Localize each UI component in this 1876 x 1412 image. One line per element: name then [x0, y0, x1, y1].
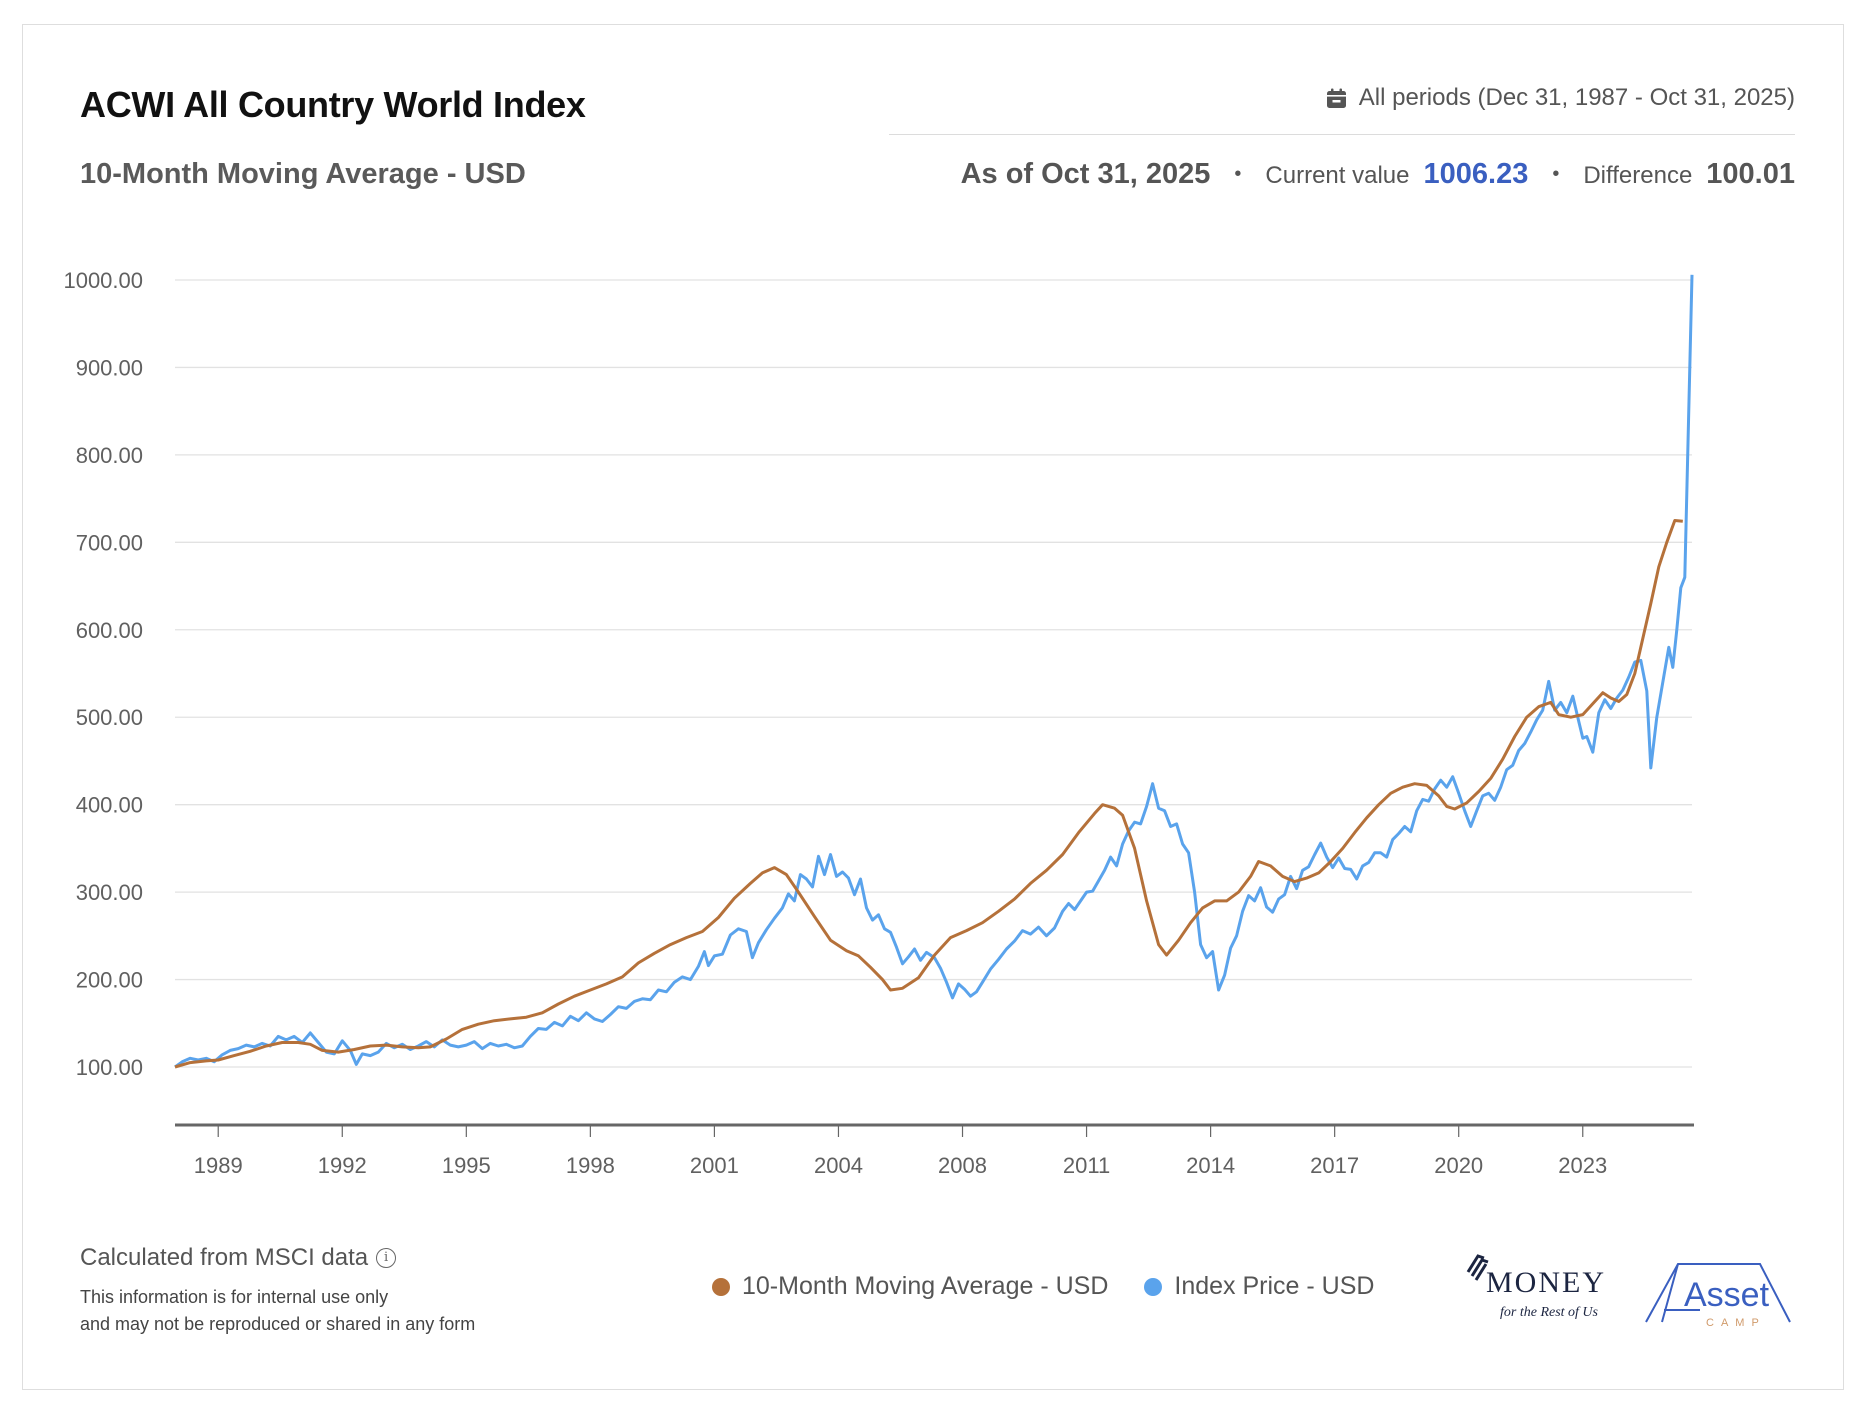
current-value-label: Current value: [1265, 162, 1410, 189]
y-tick-label: 700.00: [76, 530, 143, 555]
separator: •: [1552, 163, 1560, 185]
chart-subtitle: 10-Month Moving Average - USD: [80, 158, 526, 190]
y-tick-label: 900.00: [76, 355, 143, 380]
y-tick-label: 800.00: [76, 443, 143, 468]
series-line-moving-average: [174, 519, 1683, 1069]
x-tick-label: 2017: [1310, 1153, 1359, 1178]
y-tick-label: 500.00: [76, 705, 143, 730]
x-tick-label: 2004: [814, 1153, 863, 1178]
separator: •: [1234, 163, 1242, 185]
period-label: All periods (Dec 31, 1987 - Oct 31, 2025…: [1358, 84, 1795, 111]
legend-label: 10-Month Moving Average - USD: [742, 1272, 1109, 1300]
y-tick-label: 600.00: [76, 618, 143, 643]
disclaimer: This information is for internal use onl…: [80, 1284, 475, 1338]
legend-label: Index Price - USD: [1174, 1272, 1375, 1300]
disclaimer-line: and may not be reproduced or shared in a…: [80, 1314, 476, 1334]
asset-camp-logo: Asset CAMP: [1644, 1258, 1794, 1329]
series-line-index-price: [174, 274, 1694, 1069]
x-tick-label: 2011: [1063, 1153, 1110, 1178]
y-tick-label: 100.00: [76, 1055, 143, 1080]
difference-value: 100.01: [1706, 158, 1795, 190]
x-tick-label: 2020: [1434, 1153, 1483, 1178]
y-tick-label: 1000.00: [63, 268, 143, 293]
y-tick-label: 400.00: [76, 793, 143, 818]
logo-money-sub: for the Rest of Us: [1500, 1305, 1599, 1320]
current-value: 1006.23: [1423, 158, 1529, 190]
legend-dot-moving-average: [712, 1277, 730, 1296]
logo-asset-main: Asset: [1684, 1276, 1770, 1314]
money-for-the-rest-of-us-logo: MONEY for the Rest of Us: [1462, 1250, 1622, 1322]
line-chart: 100.00 200.00 300.00 400.00 500.00 600.00 700.…: [63, 268, 1694, 1178]
x-tick-label: 1998: [566, 1153, 615, 1178]
chart-title: ACWI All Country World Index: [80, 84, 586, 125]
summary-row: As of Oct 31, 2025 • Current value 1006.…: [961, 158, 1795, 191]
x-tick-label: 2014: [1186, 1153, 1235, 1178]
logo-money-main: MONEY: [1486, 1266, 1606, 1299]
legend-item-index-price[interactable]: Index Price - USD: [1144, 1272, 1374, 1301]
header-divider: [889, 134, 1795, 135]
logo-asset-sub: CAMP: [1706, 1317, 1766, 1328]
x-tick-label: 2008: [938, 1153, 987, 1178]
source-note: Calculated from MSCI data i: [80, 1244, 397, 1272]
y-tick-label: 300.00: [76, 880, 143, 905]
calendar-icon: [1326, 88, 1347, 109]
source-note-text: Calculated from MSCI data: [80, 1244, 369, 1271]
x-tick-label: 1995: [442, 1153, 491, 1178]
as-of-date: As of Oct 31, 2025: [960, 158, 1211, 190]
period-selector[interactable]: All periods (Dec 31, 1987 - Oct 31, 2025…: [1326, 84, 1795, 112]
disclaimer-line: This information is for internal use onl…: [80, 1287, 389, 1307]
x-tick-label: 1992: [318, 1153, 367, 1178]
chart-legend: 10-Month Moving Average - USD Index Pric…: [712, 1272, 1410, 1301]
x-tick-label: 2023: [1558, 1153, 1607, 1178]
legend-dot-index-price: [1144, 1277, 1163, 1296]
x-tick-label: 1989: [194, 1153, 243, 1178]
legend-item-moving-average[interactable]: 10-Month Moving Average - USD: [712, 1272, 1108, 1301]
info-icon[interactable]: i: [376, 1248, 397, 1268]
y-tick-label: 200.00: [76, 968, 143, 993]
x-tick-label: 2001: [690, 1153, 739, 1178]
difference-label: Difference: [1583, 162, 1693, 189]
